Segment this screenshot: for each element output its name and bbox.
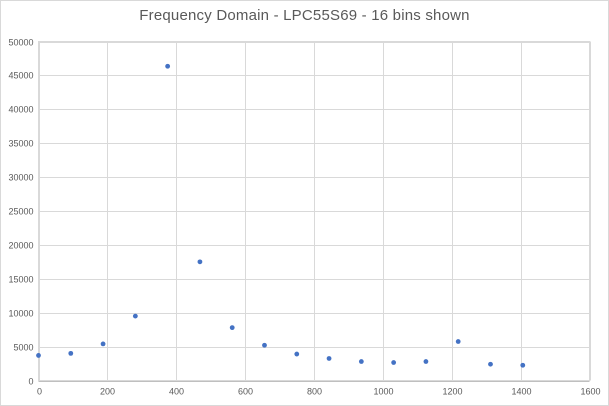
- x-tick-label: 400: [169, 387, 184, 397]
- x-tick-label: 1200: [442, 387, 462, 397]
- data-point: [229, 325, 235, 331]
- y-tick-label: 30000: [8, 173, 33, 183]
- data-point: [326, 356, 332, 361]
- x-tick-label: 0: [37, 387, 42, 397]
- data-point: [262, 342, 267, 348]
- data-point: [391, 360, 397, 365]
- y-tick-label: 35000: [8, 139, 33, 149]
- x-tick-label: 200: [100, 387, 115, 397]
- data-point: [520, 362, 526, 368]
- data-point: [294, 351, 300, 357]
- data-point: [423, 359, 429, 364]
- data-point: [165, 63, 171, 69]
- data-point: [358, 359, 364, 364]
- data-point: [455, 339, 461, 344]
- plot-border: [38, 41, 590, 381]
- data-point: [488, 361, 493, 367]
- y-tick-label: 20000: [8, 241, 33, 251]
- chart-title: Frequency Domain - LPC55S69 - 16 bins sh…: [139, 7, 470, 24]
- x-tick-label: 800: [307, 387, 322, 397]
- x-tick-label: 1000: [373, 387, 393, 397]
- y-tick-label: 5000: [13, 343, 33, 353]
- y-tick-label: 25000: [8, 207, 33, 217]
- data-point: [197, 259, 203, 265]
- y-tick-label: 50000: [8, 38, 33, 48]
- x-tick-label: 600: [238, 387, 253, 397]
- y-tick-label: 40000: [8, 105, 33, 115]
- y-tick-label: 15000: [8, 275, 33, 285]
- y-tick-label: 0: [28, 377, 33, 387]
- y-tick-label: 45000: [8, 71, 33, 81]
- x-tick-label: 1600: [580, 387, 600, 397]
- y-tick-label: 10000: [8, 309, 33, 319]
- data-point: [132, 313, 138, 319]
- x-tick-label: 1400: [511, 387, 531, 397]
- data-point: [100, 341, 106, 347]
- data-point: [36, 353, 41, 358]
- data-point: [68, 350, 74, 356]
